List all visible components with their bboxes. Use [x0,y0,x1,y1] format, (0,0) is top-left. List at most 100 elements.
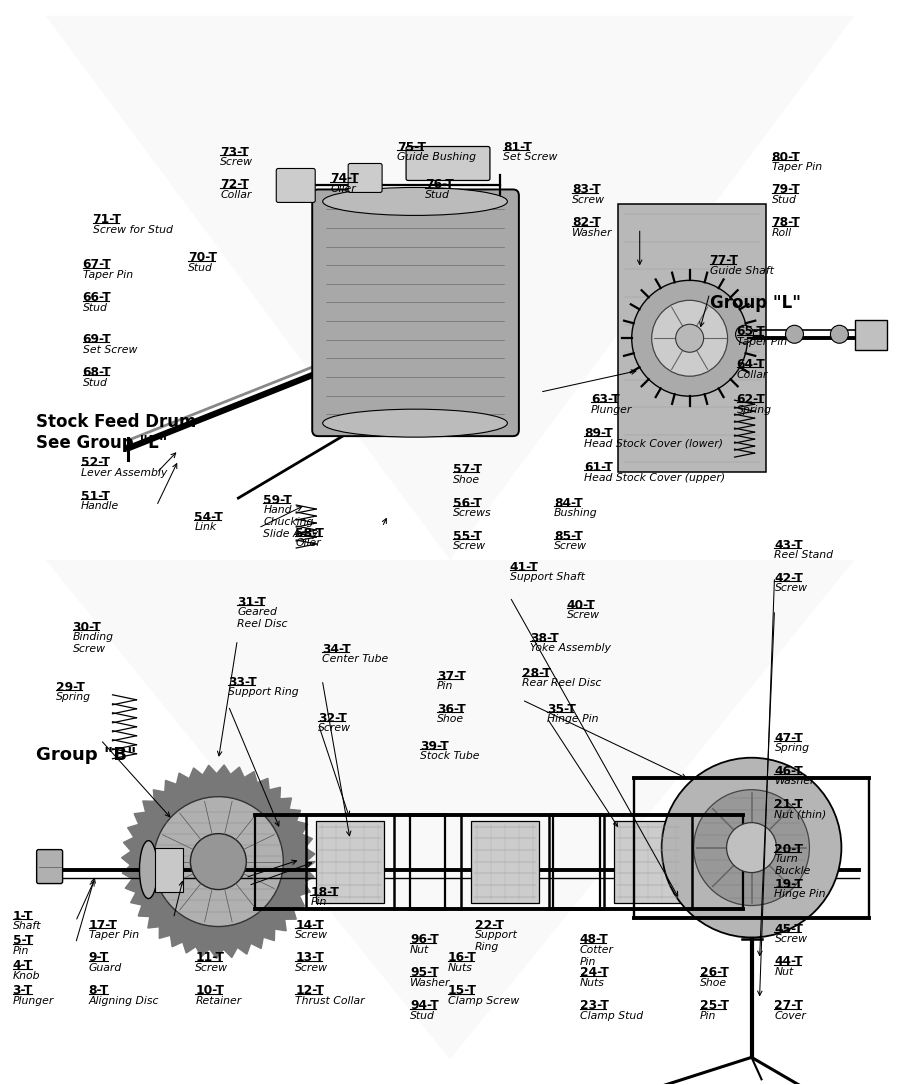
Text: 4-T: 4-T [13,959,33,972]
Text: Aligning Disc: Aligning Disc [88,996,159,1006]
Text: 74-T: 74-T [330,173,359,186]
Circle shape [786,326,804,343]
Circle shape [686,326,704,343]
Text: 21-T: 21-T [775,797,804,810]
Text: Pin: Pin [310,897,327,907]
Text: 69-T: 69-T [83,333,112,346]
Text: 58-T: 58-T [295,527,324,540]
Text: Washer: Washer [775,776,815,787]
Text: 33-T: 33-T [229,676,257,689]
Text: Guide Shaft: Guide Shaft [709,266,773,276]
Text: 38-T: 38-T [530,631,559,644]
Text: 79-T: 79-T [771,183,800,196]
Text: 48-T: 48-T [580,933,608,946]
Text: 56-T: 56-T [453,497,482,510]
Text: Cotter
Pin: Cotter Pin [580,945,614,967]
Text: Spring: Spring [775,743,809,753]
Text: 42-T: 42-T [775,572,804,585]
Text: Collar: Collar [220,190,252,200]
Text: Center Tube: Center Tube [322,654,389,664]
Text: Clamp Stud: Clamp Stud [580,1011,643,1021]
Text: Retainer: Retainer [195,996,241,1006]
Text: 1-T: 1-T [13,909,33,922]
Text: 3-T: 3-T [13,984,33,997]
Text: 15-T: 15-T [448,984,477,997]
Text: Turn
Buckle: Turn Buckle [775,854,811,876]
Text: Pin: Pin [437,681,454,691]
Text: 46-T: 46-T [775,765,803,778]
Text: Nut: Nut [410,945,429,955]
Text: 84-T: 84-T [554,497,582,510]
Text: Geared
Reel Disc: Geared Reel Disc [238,608,288,629]
Text: 29-T: 29-T [56,680,85,693]
Text: 30-T: 30-T [73,621,102,634]
Text: Nut: Nut [775,967,794,976]
Text: Taper Pin: Taper Pin [88,930,139,940]
Text: Taper Pin: Taper Pin [771,162,822,171]
Text: Rear Reel Disc: Rear Reel Disc [522,678,601,688]
Text: Taper Pin: Taper Pin [83,270,132,280]
Circle shape [662,757,842,937]
FancyBboxPatch shape [617,204,766,472]
Text: Shoe: Shoe [437,714,464,724]
FancyBboxPatch shape [156,847,184,892]
Text: Screw: Screw [572,195,605,205]
Text: 5-T: 5-T [13,934,33,947]
Text: 75-T: 75-T [397,141,426,153]
Text: 73-T: 73-T [220,145,249,158]
Text: Yoke Assembly: Yoke Assembly [530,643,611,653]
Text: 76-T: 76-T [425,178,454,191]
Text: Plunger: Plunger [590,405,632,414]
Circle shape [831,326,849,343]
Text: 70-T: 70-T [188,252,218,265]
Text: Screw: Screw [295,930,328,940]
Text: 41-T: 41-T [510,561,539,574]
Text: 26-T: 26-T [699,967,728,980]
Text: Shoe: Shoe [453,474,480,485]
Text: Plunger: Plunger [13,996,54,1006]
Text: Binding
Screw: Binding Screw [73,633,113,654]
Text: 78-T: 78-T [771,216,800,229]
Text: Spring: Spring [56,692,91,702]
Text: Reel Stand: Reel Stand [775,550,833,561]
Text: 80-T: 80-T [771,151,800,164]
FancyBboxPatch shape [37,850,63,883]
Text: Stud: Stud [188,263,213,272]
Text: Screw: Screw [554,541,587,551]
Text: Nuts: Nuts [448,962,472,973]
Text: Screws: Screws [453,509,491,519]
FancyBboxPatch shape [406,146,490,180]
Text: 66-T: 66-T [83,291,112,304]
Text: Screw: Screw [775,934,807,944]
Text: Screw: Screw [195,962,229,973]
Circle shape [652,301,727,376]
Text: 55-T: 55-T [453,529,482,542]
FancyBboxPatch shape [855,320,887,350]
Text: 10-T: 10-T [195,984,224,997]
Text: Pin: Pin [699,1011,716,1021]
Circle shape [735,326,753,343]
Text: 11-T: 11-T [195,952,224,965]
Text: 23-T: 23-T [580,999,608,1012]
Text: 64-T: 64-T [736,358,765,371]
Text: Screw: Screw [453,541,486,551]
Text: 16-T: 16-T [448,952,477,965]
Text: 54-T: 54-T [194,511,223,524]
Text: 40-T: 40-T [567,599,596,612]
Text: Support Shaft: Support Shaft [510,573,585,583]
Circle shape [676,324,704,353]
Text: 43-T: 43-T [775,539,803,552]
Ellipse shape [323,188,508,216]
Text: Oiler: Oiler [330,183,356,194]
Text: 31-T: 31-T [238,596,266,609]
Text: 12-T: 12-T [295,984,324,997]
Text: Clamp Screw: Clamp Screw [448,996,519,1006]
Text: Head Stock Cover (upper): Head Stock Cover (upper) [584,473,724,483]
Text: 32-T: 32-T [319,712,347,725]
Text: Shaft: Shaft [13,921,41,931]
Polygon shape [122,765,315,958]
Text: 28-T: 28-T [522,667,551,680]
Text: Taper Pin: Taper Pin [736,336,787,347]
Text: Support
Ring: Support Ring [475,930,518,952]
Text: 13-T: 13-T [295,952,324,965]
